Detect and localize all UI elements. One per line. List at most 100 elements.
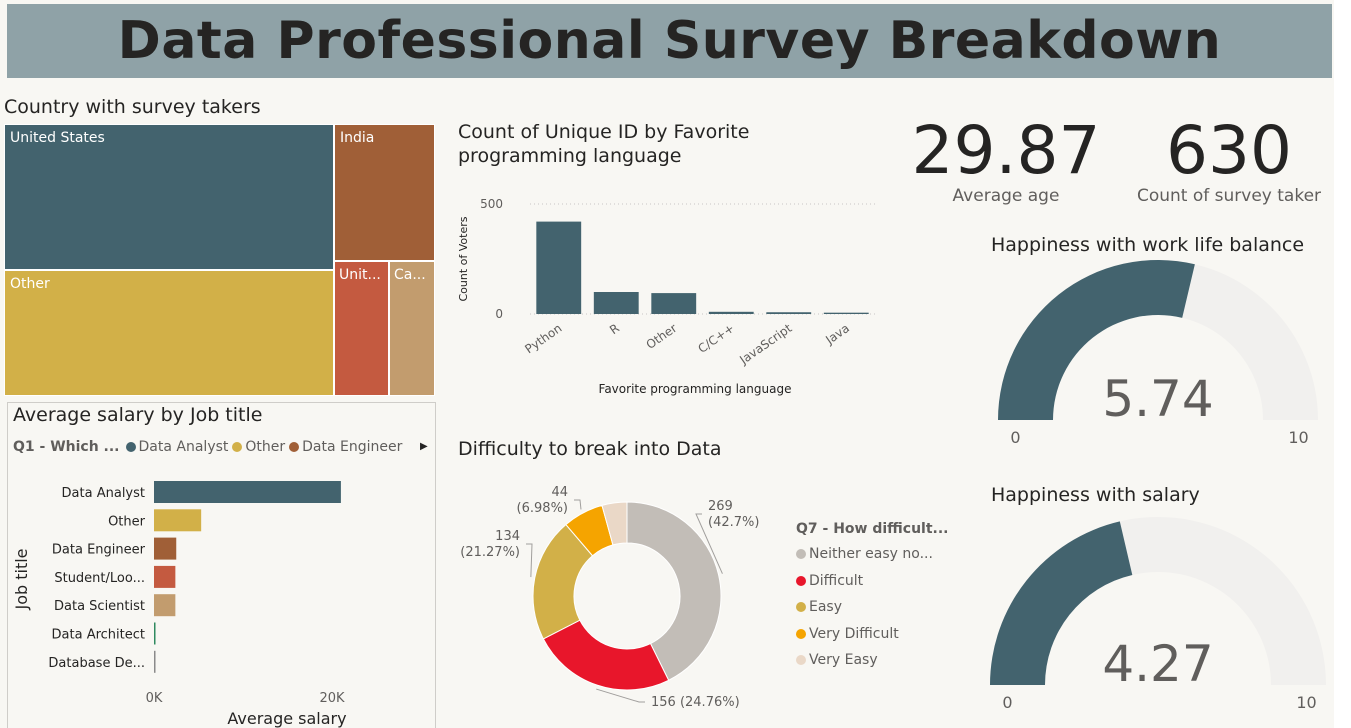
legend-next-icon[interactable]: ▶ — [420, 441, 428, 452]
donut-legend-title: Q7 - How difficult... — [796, 521, 949, 537]
treemap-tile-other[interactable]: Other — [4, 270, 334, 396]
donut-legend: Q7 - How difficult... Neither easy no...… — [796, 521, 949, 674]
salary-ytick-label: Data Analyst — [62, 486, 145, 501]
lang-xtick-label: Python — [522, 321, 564, 356]
donut-leader-line — [574, 499, 582, 510]
salary-bar — [154, 481, 341, 503]
donut-chart-title: Difficulty to break into Data — [458, 438, 722, 460]
lang-ylabel: Count of Voters — [457, 216, 470, 301]
donut-legend-item[interactable]: Very Easy — [796, 647, 949, 674]
donut-data-label: 134 — [495, 529, 520, 544]
lang-xlabel: Favorite programming language — [599, 382, 792, 396]
treemap-title: Country with survey takers — [4, 96, 261, 118]
donut-data-label: 269 — [708, 499, 733, 514]
treemap-tile-canada[interactable]: Ca... — [389, 261, 435, 396]
legend-dot — [796, 655, 806, 666]
salary-ytick-label: Student/Loo... — [54, 571, 145, 586]
country-treemap[interactable]: United States India Other Unit... Ca... — [4, 124, 435, 396]
lang-bar — [651, 293, 697, 314]
treemap-tile-label: Ca... — [394, 267, 426, 283]
salary-ytick-label: Database De... — [48, 656, 145, 671]
lang-bar — [536, 221, 582, 314]
legend-label: Other — [245, 439, 286, 455]
gauge-value: 5.74 — [1102, 370, 1213, 428]
donut-slice — [626, 501, 722, 681]
kpi-avg-age-label: Average age — [952, 186, 1060, 206]
salary-bar — [154, 594, 176, 617]
lang-xtick-label: JavaScript — [736, 321, 794, 368]
report-title: Data Professional Survey Breakdown — [117, 11, 1222, 71]
treemap-tile-label: Other — [10, 276, 50, 292]
treemap-tile-united-states[interactable]: United States — [4, 124, 334, 270]
gauge-salary-title: Happiness with salary — [991, 484, 1200, 506]
legend-item-other[interactable]: Other — [232, 439, 285, 455]
gauge-worklife-title: Happiness with work life balance — [991, 234, 1305, 256]
legend-dot — [796, 602, 806, 613]
lang-xtick-label: C/C++ — [695, 321, 737, 356]
legend-dot — [796, 575, 806, 586]
gauge-max-label: 10 — [1288, 428, 1308, 447]
legend-dot — [232, 442, 243, 452]
report-title-bar: Data Professional Survey Breakdown — [7, 4, 1332, 78]
lang-chart-title: Count of Unique ID by Favorite programmi… — [458, 120, 749, 168]
lang-bar — [708, 311, 754, 314]
salary-ytick-label: Other — [108, 514, 146, 529]
donut-legend-item[interactable]: Neither easy no... — [796, 541, 949, 568]
donut-legend-items: Neither easy no... Difficult Easy Very Diff… — [796, 541, 949, 674]
legend-dot — [796, 628, 806, 639]
kpi-count-value: 630 — [1166, 112, 1292, 189]
legend-label: Data Analyst — [138, 439, 229, 455]
donut-slice — [542, 619, 670, 691]
lang-ytick-label: 500 — [480, 197, 503, 211]
lang-bar — [593, 292, 639, 314]
donut-leader-line — [596, 688, 645, 703]
donut-data-label: 44 — [551, 485, 568, 500]
legend-label: Very Easy — [809, 652, 878, 669]
legend-dot — [796, 549, 806, 560]
lang-bar — [823, 312, 869, 314]
treemap-tile-label: India — [340, 130, 375, 146]
legend-label: Data Engineer — [302, 439, 403, 455]
salary-legend-title: Q1 - Which ... — [13, 439, 120, 455]
legend-dot — [289, 442, 300, 452]
donut-leader-line — [695, 513, 723, 574]
salary-legend: Q1 - Which ... Data Analyst Other Data E… — [13, 439, 406, 455]
gauge-max-label: 10 — [1296, 693, 1316, 712]
legend-dot — [125, 442, 136, 452]
salary-xtick-label: 20K — [319, 691, 345, 706]
legend-item-data-engineer[interactable]: Data Engineer — [289, 439, 402, 455]
gauge-value: 4.27 — [1102, 635, 1213, 693]
treemap-tile-united-kingdom[interactable]: Unit... — [334, 261, 389, 396]
donut-legend-item[interactable]: Very Difficult — [796, 621, 949, 648]
donut-data-label: (42.7%) — [708, 515, 759, 530]
kpi-avg-age-value: 29.87 — [911, 112, 1101, 189]
salary-bar — [154, 537, 177, 560]
salary-bar — [154, 509, 202, 532]
treemap-tile-india[interactable]: India — [334, 124, 435, 261]
salary-bar — [154, 650, 156, 673]
legend-item-data-analyst[interactable]: Data Analyst — [125, 439, 229, 455]
legend-label: Difficult — [809, 572, 864, 589]
salary-ytick-label: Data Architect — [52, 628, 145, 643]
salary-xtick-label: 0K — [146, 691, 163, 706]
salary-chart-panel[interactable]: Average salary by Job title Q1 - Which .… — [7, 402, 436, 728]
gauge-worklife: 5.74 0 10 — [998, 260, 1318, 447]
salary-bar — [154, 565, 176, 588]
treemap-tile-label: Unit... — [339, 267, 381, 283]
donut-slice — [601, 501, 628, 546]
gauge-fill — [998, 260, 1195, 420]
donut-data-label: (21.27%) — [460, 545, 520, 560]
lang-xtick-label: Java — [822, 321, 852, 348]
salary-bar-chart: Data Analyst Other Data Engineer Student/Lo… — [12, 481, 347, 728]
legend-label: Neither easy no... — [809, 546, 933, 563]
salary-ylabel: Job title — [12, 548, 31, 610]
legend-label: Very Difficult — [809, 625, 899, 642]
donut-legend-item[interactable]: Difficult — [796, 568, 949, 595]
difficulty-donut-chart: 269(42.7%) 156 (24.76%) 134(21.27%) 44(6.98… — [460, 485, 759, 710]
lang-chart-title-line2: programming language — [458, 145, 682, 167]
lang-bar — [766, 312, 812, 314]
donut-legend-item[interactable]: Easy — [796, 594, 949, 621]
legend-label: Easy — [809, 599, 843, 616]
